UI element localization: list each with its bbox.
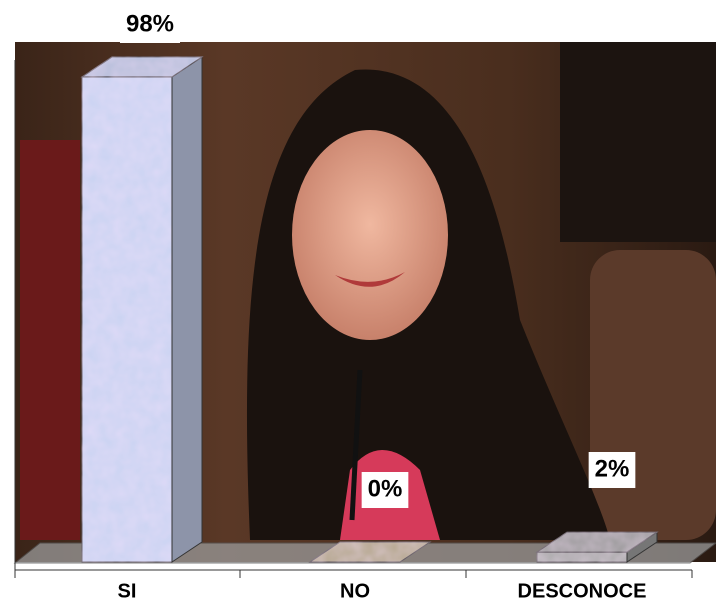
bar-side [172, 57, 202, 562]
value-label: 0% [368, 475, 403, 502]
bar-front [537, 552, 627, 562]
bar-front [82, 77, 172, 562]
chart: 98% SI 0% NO 2% DESCONOCE [0, 0, 716, 605]
value-label: 2% [595, 455, 630, 482]
bar [82, 57, 202, 562]
x-tick-label: DESCONOCE [518, 580, 647, 602]
x-tick-label: SI [118, 580, 137, 602]
value-label: 98% [126, 10, 174, 37]
x-tick-label: NO [340, 580, 370, 602]
